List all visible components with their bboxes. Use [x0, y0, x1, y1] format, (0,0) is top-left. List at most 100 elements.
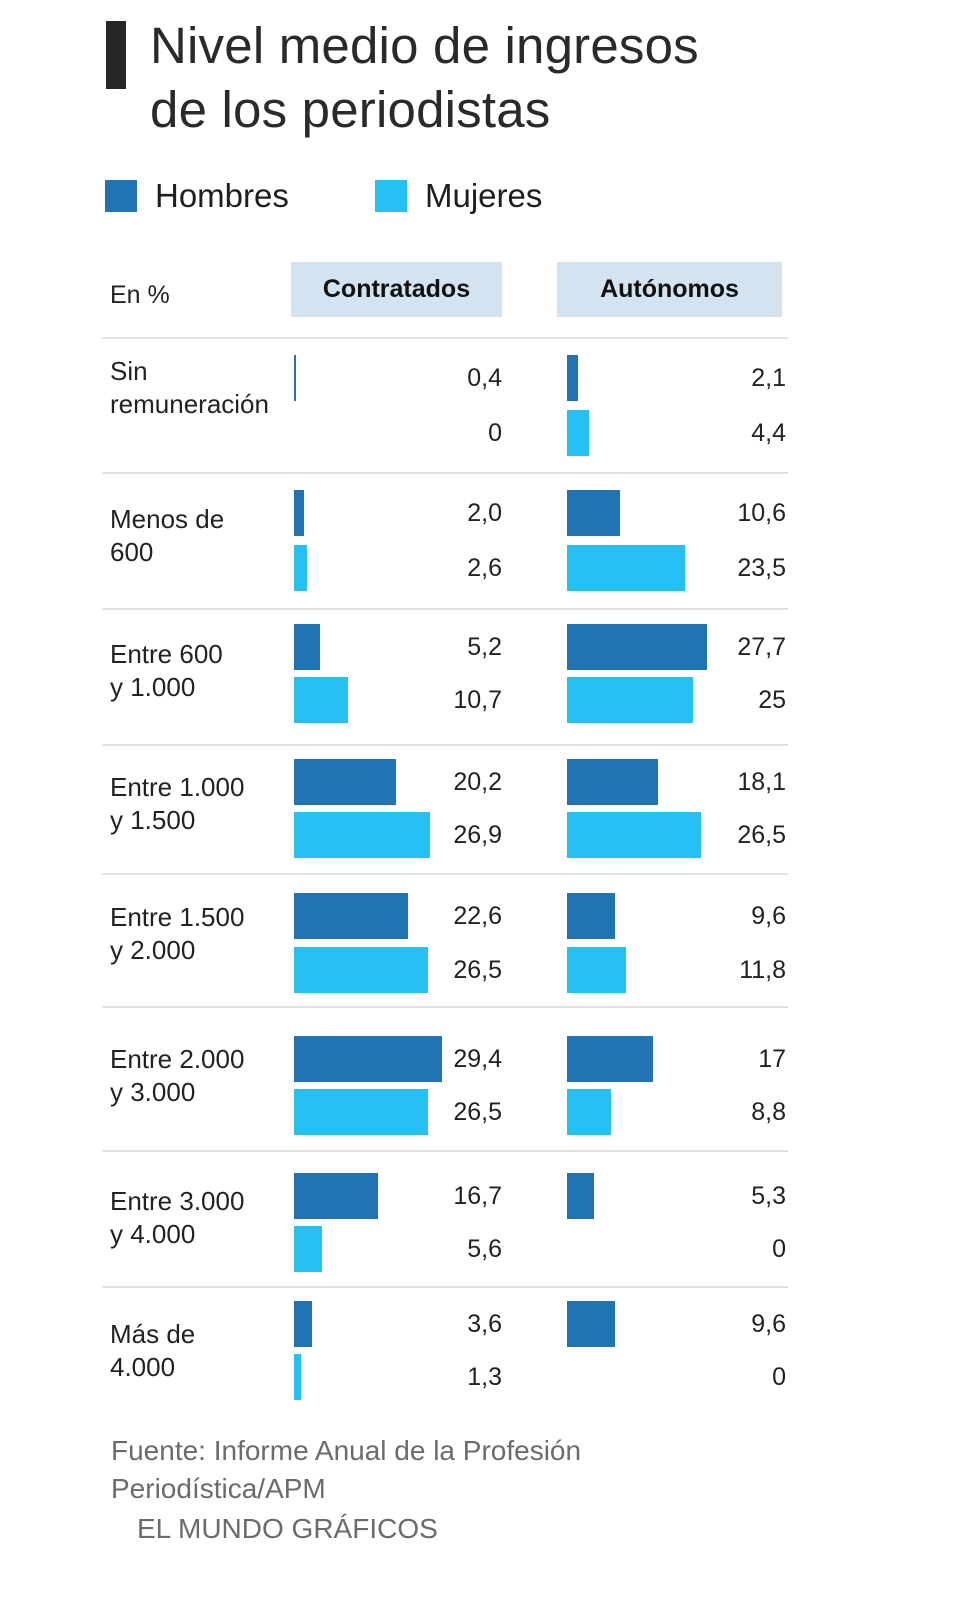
value-label: 0 [772, 1235, 786, 1263]
value-label: 4,4 [751, 419, 786, 447]
category-label-line: Más de [110, 1319, 196, 1349]
bar-contratados-mujeres [294, 947, 428, 993]
category-label-line: Entre 3.000 [110, 1186, 245, 1216]
value-label: 29,4 [453, 1045, 502, 1073]
bar-contratados-hombres [294, 355, 297, 401]
legend-item-mujeres: Mujeres [375, 177, 543, 214]
value-label: 27,7 [737, 633, 786, 661]
title-accent-bar [106, 21, 126, 89]
value-label: 11,8 [739, 956, 786, 984]
bar-contratados-hombres [294, 624, 321, 670]
bar-contratados-mujeres [294, 1226, 323, 1272]
value-label: 0,4 [467, 364, 502, 392]
source-line-2: Periodística/APM [111, 1473, 326, 1504]
value-label: 16,7 [453, 1182, 502, 1210]
bar-autnomos-hombres [567, 1036, 653, 1082]
bar-autnomos-hombres [567, 490, 621, 536]
credit-label: EL MUNDO GRÁFICOS [137, 1513, 438, 1544]
category-label: Entre 3.000 y 4.000 [110, 1185, 290, 1251]
value-label: 1,3 [467, 1363, 502, 1391]
bar-contratados-hombres [294, 1036, 443, 1082]
bar-autnomos-mujeres [567, 812, 701, 858]
bar-autnomos-hombres [567, 355, 578, 401]
category-label-line: y 4.000 [110, 1219, 196, 1249]
category-label: Entre 1.500 y 2.000 [110, 901, 290, 967]
value-label: 9,6 [751, 902, 786, 930]
category-label-line: remuneración [110, 389, 269, 419]
value-label: 10,6 [737, 499, 786, 527]
row-divider [102, 873, 788, 875]
row-divider [102, 608, 788, 610]
value-label: 25 [758, 686, 786, 714]
legend-label-mujeres: Mujeres [425, 177, 543, 214]
category-label: Entre 1.000 y 1.500 [110, 771, 290, 837]
bar-autnomos-mujeres [567, 410, 590, 456]
bar-contratados-mujeres [294, 1089, 428, 1135]
bar-contratados-hombres [294, 1301, 313, 1347]
value-label: 5,3 [751, 1182, 786, 1210]
row-divider [102, 744, 788, 746]
title-line-1: Nivel medio de ingresos [150, 17, 699, 74]
value-label: 2,6 [467, 554, 502, 582]
value-label: 20,2 [453, 768, 502, 796]
bar-contratados-hombres [294, 1173, 379, 1219]
category-label: Menos de 600 [110, 503, 290, 569]
source-note: Fuente: Informe Anual de la Profesión Pe… [111, 1432, 711, 1508]
category-label-line: y 3.000 [110, 1077, 196, 1107]
value-label: 26,9 [453, 821, 502, 849]
category-label-line: Entre 600 [110, 639, 223, 669]
source-line-1: Fuente: Informe Anual de la Profesión [111, 1435, 582, 1466]
value-label: 26,5 [453, 956, 502, 984]
row-divider [102, 1006, 788, 1008]
bar-contratados-mujeres [294, 545, 308, 591]
category-label-line: y 1.500 [110, 805, 196, 835]
value-label: 23,5 [737, 554, 786, 582]
bar-autnomos-mujeres [567, 677, 693, 723]
row-divider [102, 1286, 788, 1288]
category-label-line: Entre 1.000 [110, 772, 245, 802]
legend-item-hombres: Hombres [105, 177, 289, 214]
category-label-line: Menos de [110, 504, 225, 534]
category-label-line: 4.000 [110, 1352, 176, 1382]
legend-swatch-mujeres [375, 180, 407, 212]
bar-contratados-hombres [294, 759, 396, 805]
value-label: 18,1 [737, 768, 786, 796]
column-header-autonomos: Autónomos [557, 262, 782, 317]
bar-contratados-mujeres [294, 677, 348, 723]
bar-contratados-mujeres [294, 812, 430, 858]
value-label: 0 [772, 1363, 786, 1391]
bar-autnomos-hombres [567, 1173, 594, 1219]
column-header-contratados: Contratados [291, 262, 502, 317]
value-label: 26,5 [737, 821, 786, 849]
header-divider [102, 337, 788, 339]
value-label: 0 [488, 419, 502, 447]
category-label: Más de 4.000 [110, 1318, 290, 1384]
bar-contratados-hombres [294, 893, 408, 939]
bar-contratados-mujeres [294, 1354, 301, 1400]
row-divider [102, 472, 788, 474]
category-label-line: Sin [110, 356, 148, 386]
value-label: 3,6 [467, 1310, 502, 1338]
category-label-line: y 2.000 [110, 935, 196, 965]
unit-label: En % [110, 281, 170, 309]
bar-autnomos-mujeres [567, 1089, 612, 1135]
value-label: 5,2 [467, 633, 502, 661]
value-label: 2,1 [751, 364, 786, 392]
value-label: 9,6 [751, 1310, 786, 1338]
bar-autnomos-mujeres [567, 947, 627, 993]
value-label: 5,6 [467, 1235, 502, 1263]
title-line-2: de los periodistas [150, 81, 551, 138]
bar-contratados-hombres [294, 490, 305, 536]
bar-autnomos-hombres [567, 759, 659, 805]
legend-label-hombres: Hombres [155, 177, 289, 214]
category-label: Sin remuneración [110, 355, 290, 421]
chart-title: Nivel medio de ingresos de los periodist… [150, 14, 870, 142]
legend-swatch-hombres [105, 180, 137, 212]
category-label-line: Entre 2.000 [110, 1044, 245, 1074]
category-label: Entre 2.000 y 3.000 [110, 1043, 290, 1109]
value-label: 10,7 [453, 686, 502, 714]
category-label-line: y 1.000 [110, 672, 196, 702]
category-label: Entre 600 y 1.000 [110, 638, 290, 704]
value-label: 26,5 [453, 1098, 502, 1126]
value-label: 22,6 [453, 902, 502, 930]
